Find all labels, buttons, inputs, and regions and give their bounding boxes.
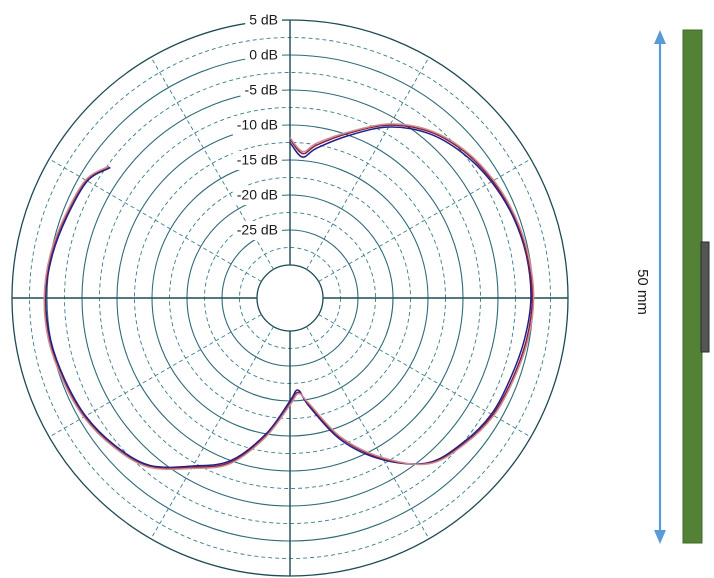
angular-spoke (318, 314, 531, 438)
angular-spoke (150, 57, 274, 270)
radial-tick-label: -15 dB (237, 152, 278, 168)
radial-tick-label-bg (232, 221, 282, 240)
radial-tick-label: -25 dB (237, 222, 278, 238)
inner-circle (256, 264, 324, 332)
radial-tick-label-bg (232, 151, 282, 170)
angular-spoke (306, 57, 430, 270)
antenna-board (682, 29, 703, 544)
radial-tick-label: 0 dB (249, 47, 278, 63)
angular-grid (49, 57, 531, 539)
angular-spoke (150, 326, 274, 539)
angular-spoke (306, 326, 430, 539)
series-line-3 (43, 123, 535, 471)
antenna-chip (700, 241, 710, 353)
radial-tick-label-bg (240, 81, 282, 100)
angular-spoke (318, 158, 531, 282)
radial-tick-label-bg (232, 186, 282, 205)
main-axes (12, 20, 568, 576)
series-line-1 (44, 126, 532, 469)
radial-tick-label: -10 dB (237, 117, 278, 133)
angular-spoke (49, 314, 262, 438)
radial-tick-label-bg (232, 116, 282, 135)
radial-tick-label-bg (245, 46, 282, 65)
radial-tick-label: -20 dB (237, 187, 278, 203)
dimension-label: 50 mm (634, 269, 651, 315)
radial-tick-label: 5 dB (249, 12, 278, 28)
radial-tick-label-bg (245, 11, 282, 30)
dimension-arrow-head-bottom (654, 530, 666, 544)
series-layer (43, 123, 535, 471)
antenna-diagram: 50 mm (634, 29, 710, 544)
radial-tick-labels: 5 dB 0 dB -5 dB -10 dB -15 dB -20 dB -25 dB (232, 11, 282, 240)
radial-tick-label: -5 dB (245, 82, 278, 98)
angular-spoke (49, 158, 262, 282)
dimension-arrow-head-top (654, 30, 666, 44)
